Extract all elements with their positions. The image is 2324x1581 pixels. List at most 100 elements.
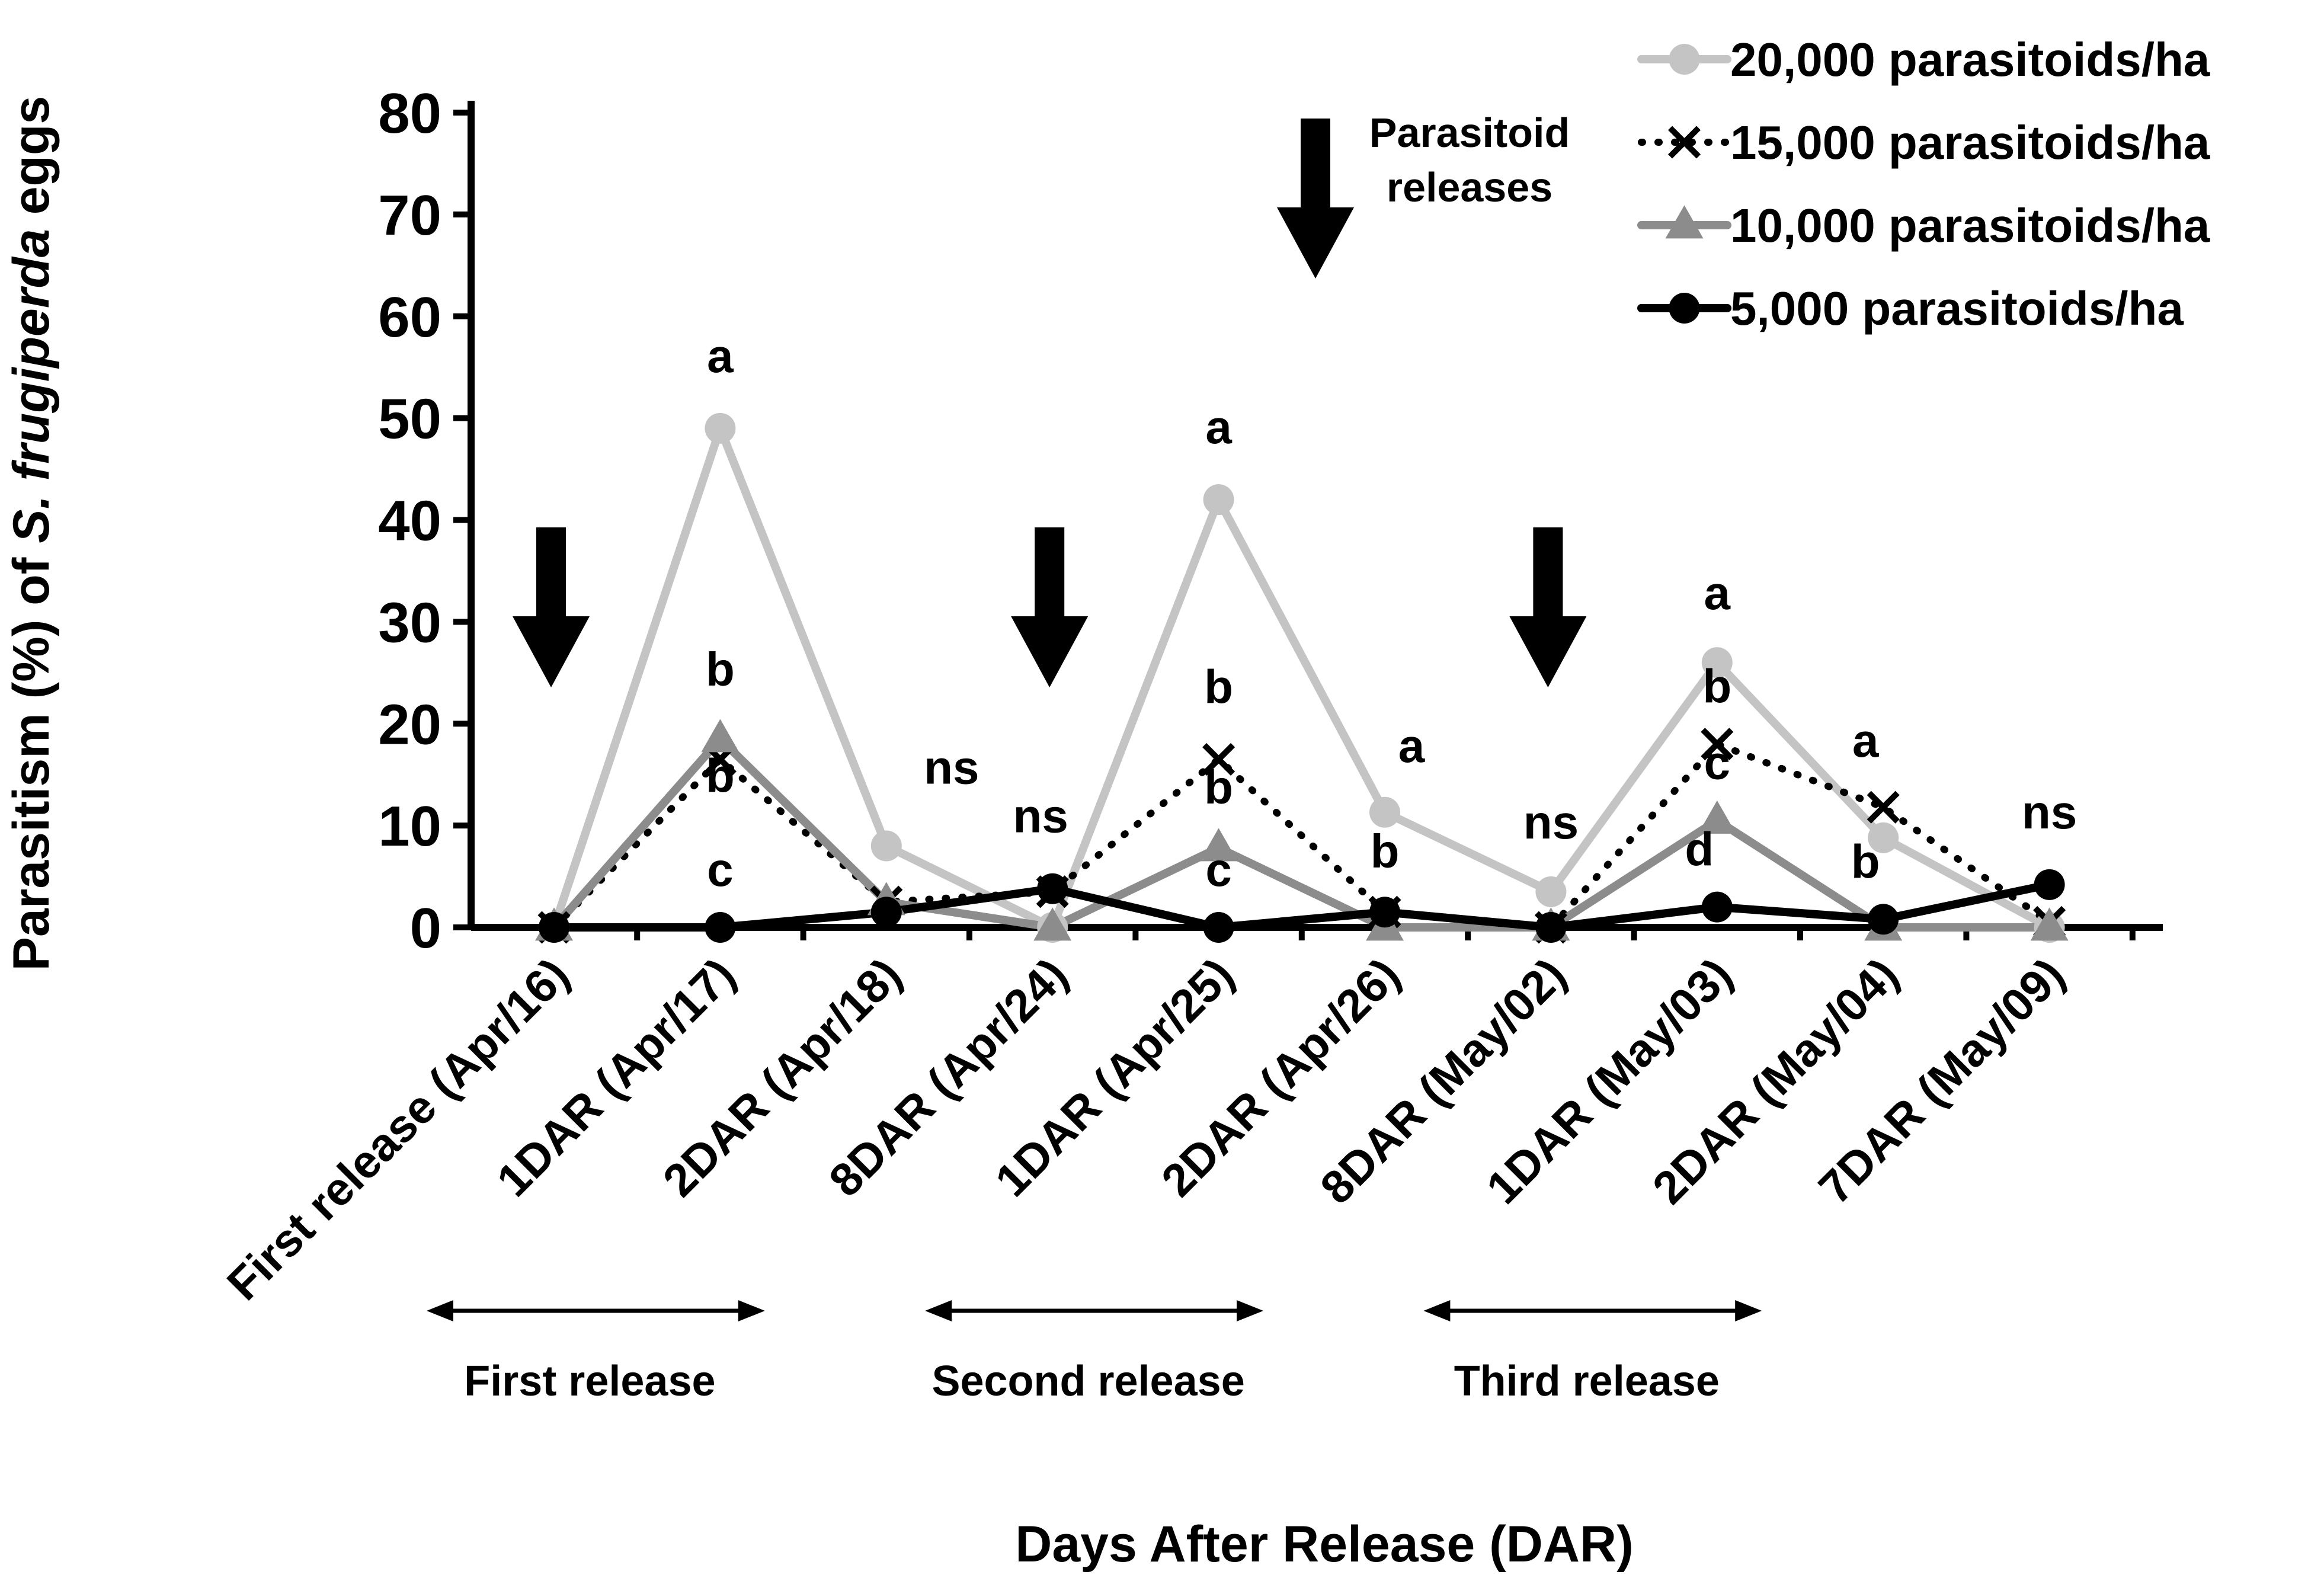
marker-x-stroke [1867, 791, 1900, 824]
data-point-series-3 [1698, 800, 1736, 834]
x-axis-title: Days After Release (DAR) [1015, 1516, 1634, 1573]
significance-letter: c [1205, 843, 1232, 896]
y-axis-title-part: S. frugiperda [3, 229, 60, 543]
significance-letter: a [1852, 714, 1879, 767]
significance-letter: c [1704, 737, 1731, 789]
significance-letter: b [706, 643, 735, 696]
y-tick-label: 20 [378, 693, 441, 756]
marker-x-stroke [1667, 126, 1701, 159]
marker-x-stroke [1701, 728, 1734, 761]
phase-arrow-head-left [1423, 1300, 1451, 1321]
data-point-series-3 [701, 719, 740, 753]
data-point-series-4 [870, 897, 902, 928]
significance-letter: b [1204, 660, 1233, 713]
y-tick-label: 50 [378, 388, 441, 451]
significance-letter: b [1204, 761, 1233, 814]
data-point-series-1 [1535, 876, 1567, 907]
data-point-series-4 [2034, 869, 2065, 900]
data-point-series-2 [1701, 728, 1734, 761]
release-phase-label: Third release [1454, 1358, 1720, 1405]
release-phase-label: Second release [931, 1358, 1244, 1405]
y-tick-label: 40 [378, 489, 441, 553]
data-point-series-4 [1369, 897, 1400, 928]
y-axis-title-part: eggs [3, 96, 60, 229]
data-point-series-2 [1867, 791, 1900, 824]
phase-arrow-head-left [925, 1300, 952, 1321]
phase-arrow-head-right [738, 1300, 765, 1321]
legend-item: 5,000 parasitoids/ha [1637, 282, 2184, 335]
significance-letter: b [1851, 835, 1880, 888]
data-point-series-4 [1868, 904, 1899, 935]
y-tick-label: 70 [378, 184, 441, 247]
significance-letter: b [706, 749, 735, 802]
significance-letter: ns [924, 741, 979, 794]
release-arrow [513, 527, 590, 687]
release-arrow [1509, 527, 1587, 687]
legend-label: 15,000 parasitoids/ha [1730, 116, 2210, 169]
legend-swatch-marker [1669, 293, 1700, 324]
significance-letter: a [1398, 719, 1425, 772]
legend-label: 5,000 parasitoids/ha [1730, 282, 2184, 335]
phase-arrow-head-left [427, 1300, 453, 1321]
y-tick-label: 80 [378, 82, 441, 145]
significance-letter: a [707, 329, 734, 382]
release-arrows: Parasitoid releases [513, 110, 1587, 687]
data-point-series-3 [1199, 828, 1238, 862]
data-point-series-4 [1535, 912, 1567, 943]
significance-letter: b [1371, 825, 1400, 878]
y-tick-label: 10 [378, 795, 441, 858]
significance-letter: a [1205, 401, 1232, 453]
data-point-series-3 [1033, 907, 1072, 941]
release-marker-title-line1: Parasitoid [1369, 110, 1570, 156]
data-point-series-4 [705, 912, 736, 943]
legend-swatch-marker [1669, 44, 1700, 75]
phase-arrow-head-right [1735, 1300, 1762, 1321]
data-point-series-1 [1369, 796, 1400, 828]
y-axis-title-part: Parasitism (%) of [3, 543, 60, 971]
legend: 20,000 parasitoids/ha 15,000 parasitoids/… [1637, 33, 2210, 335]
legend-label: 10,000 parasitoids/ha [1730, 199, 2210, 252]
release-phase-label: First release [464, 1358, 715, 1405]
series-line-4 [550, 880, 2054, 932]
series-line-3 [550, 735, 2054, 932]
markers-group [535, 412, 2069, 944]
series-group [550, 424, 2054, 932]
legend-item: 20,000 parasitoids/ha [1637, 33, 2210, 86]
legend-item: 15,000 parasitoids/ha [1638, 116, 2210, 169]
data-point-series-4 [1701, 891, 1733, 923]
phase-arrow-head-right [1237, 1300, 1263, 1321]
significance-letter: b [1702, 660, 1731, 713]
release-arrow-key [1277, 119, 1354, 279]
x-category-label: First release (Apr/16) [217, 948, 579, 1310]
marker-x-stroke [1202, 743, 1235, 776]
data-point-series-1 [1203, 484, 1234, 516]
axis-titles: Days After Release (DAR) Parasitism (%) o… [3, 96, 1634, 1573]
legend-swatch-marker [1665, 205, 1704, 239]
series-line-2 [550, 740, 2053, 931]
release-marker-title-line2: releases [1387, 164, 1552, 210]
legend-item: 10,000 parasitoids/ha [1637, 199, 2210, 252]
data-point-series-4 [1203, 912, 1234, 943]
y-tick-label: 30 [378, 591, 441, 654]
data-point-series-1 [1868, 822, 1899, 853]
y-tick-label: 0 [410, 897, 441, 960]
y-tick-label: 60 [378, 286, 441, 349]
release-phase: First release [427, 1300, 765, 1405]
data-point-series-1 [1701, 647, 1733, 679]
significance-letter: ns [1523, 796, 1579, 849]
data-point-series-3 [2030, 907, 2069, 941]
series-line-1 [550, 424, 2054, 932]
significance-letter: c [707, 843, 734, 896]
release-phase: Third release [1423, 1300, 1762, 1405]
release-arrow [1011, 527, 1089, 687]
significance-letter: a [1704, 567, 1731, 619]
data-point-series-4 [1037, 873, 1068, 904]
release-phases: First release Second release Third release [427, 1300, 1762, 1405]
legend-label: 20,000 parasitoids/ha [1730, 33, 2210, 86]
data-point-series-2 [1202, 743, 1235, 776]
significance-letter: ns [1013, 790, 1068, 843]
